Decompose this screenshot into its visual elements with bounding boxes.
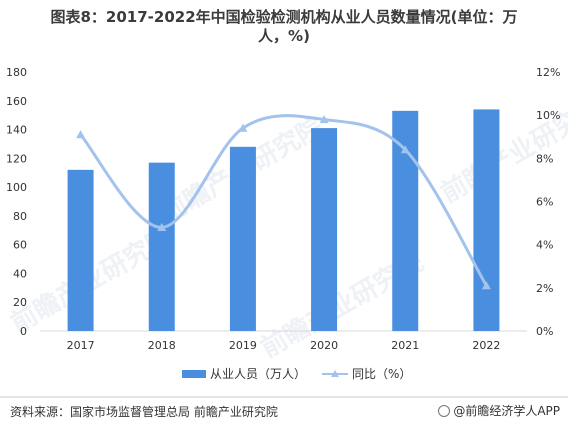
y-right-tick-label: 6% — [536, 196, 553, 209]
yoy-point — [319, 114, 329, 124]
y-left-tick-label: 160 — [6, 95, 27, 108]
legend: 从业人员（万人） 同比（%） — [0, 365, 568, 385]
brand: @前瞻经济学人APP — [438, 402, 560, 419]
legend-line-label: 同比（%） — [352, 367, 412, 381]
bar — [311, 128, 338, 331]
y-right-tick-label: 10% — [536, 109, 560, 122]
yoy-point — [157, 222, 167, 231]
y-right-tick-label: 8% — [536, 152, 553, 165]
bar — [473, 109, 500, 332]
brand-logo-icon — [438, 404, 451, 417]
y-left-tick-label: 120 — [6, 152, 27, 165]
bar — [392, 110, 419, 331]
brand-label: @前瞻经济学人APP — [453, 404, 560, 418]
yoy-point — [400, 145, 410, 154]
yoy-point — [481, 281, 491, 290]
y-left-tick-label: 60 — [13, 239, 27, 252]
y-left-tick-label: 140 — [6, 124, 27, 137]
x-tick-label: 2018 — [148, 339, 176, 352]
y-right-tick-label: 12% — [536, 66, 560, 79]
legend-item-bar: 从业人员（万人） — [182, 365, 306, 382]
y-left-tick-label: 20 — [13, 296, 27, 309]
x-tick-label: 2019 — [229, 339, 257, 352]
y-left-tick-label: 80 — [13, 210, 27, 223]
footer-divider — [0, 396, 568, 398]
y-right-tick-label: 2% — [536, 282, 553, 295]
source-note: 资料来源：国家市场监督管理总局 前瞻产业研究院 — [10, 405, 278, 419]
bar — [67, 169, 94, 331]
bar — [229, 146, 256, 331]
y-left-tick-label: 180 — [6, 66, 27, 79]
legend-bar-swatch — [182, 369, 206, 378]
y-right-tick-label: 4% — [536, 239, 553, 252]
chart-title-line-2: 人，%) — [258, 27, 310, 45]
y-right-tick-label: 0% — [536, 325, 553, 338]
x-tick-label: 2017 — [67, 339, 95, 352]
y-left-tick-label: 40 — [13, 267, 27, 280]
y-left-tick-label: 100 — [6, 181, 27, 194]
x-tick-label: 2022 — [472, 339, 500, 352]
yoy-point — [238, 123, 248, 132]
bar — [148, 162, 175, 331]
yoy-point — [76, 130, 86, 139]
legend-bar-label: 从业人员（万人） — [210, 367, 307, 381]
legend-line-swatch — [322, 369, 348, 378]
legend-item-line: 同比（%） — [322, 365, 411, 382]
x-tick-label: 2021 — [391, 339, 419, 352]
y-left-tick-label: 0 — [20, 325, 27, 338]
chart-title-line-1: 图表8：2017-2022年中国检验检测机构从业人员数量情况(单位：万 — [50, 8, 518, 26]
x-tick-label: 2020 — [310, 339, 338, 352]
chart-title: 图表8：2017-2022年中国检验检测机构从业人员数量情况(单位：万 人，%) — [0, 8, 568, 46]
yoy-line — [79, 114, 488, 287]
